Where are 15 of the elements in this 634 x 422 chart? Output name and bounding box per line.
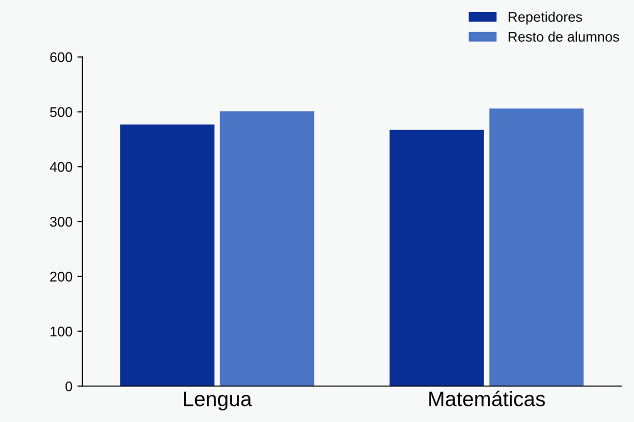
y-tick-label: 500 <box>50 107 72 117</box>
y-tick-label: 200 <box>50 272 72 282</box>
legend-label: Resto de alumnos <box>508 32 620 42</box>
bar <box>120 124 214 386</box>
y-tick-label: 0 <box>66 381 72 392</box>
bar <box>489 108 584 386</box>
bar <box>220 111 314 386</box>
y-tick-label: 400 <box>50 162 72 172</box>
y-tick-label: 600 <box>50 52 72 62</box>
x-tick-label: Matemáticas <box>429 390 545 406</box>
y-tick-label: 100 <box>50 326 72 336</box>
y-tick-label: 300 <box>50 216 72 227</box>
bar <box>390 130 484 386</box>
x-tick-label: Lengua <box>184 392 252 410</box>
legend-label: Repetidores <box>508 12 582 25</box>
